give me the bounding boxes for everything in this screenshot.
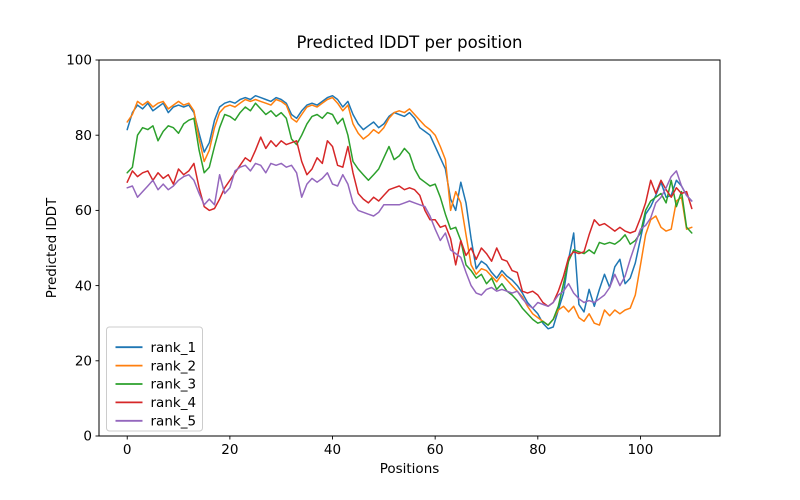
- y-tick-label: 40: [75, 278, 92, 294]
- y-tick-label: 20: [75, 354, 92, 370]
- legend-label-rank_2: rank_2: [151, 358, 197, 374]
- x-tick-label: 80: [529, 442, 546, 458]
- legend-label-rank_1: rank_1: [151, 340, 197, 356]
- legend-label-rank_4: rank_4: [151, 395, 197, 411]
- x-tick-label: 100: [628, 442, 654, 458]
- series-line-rank_2: [126, 96, 693, 326]
- legend-label-rank_5: rank_5: [151, 414, 197, 430]
- series-line-rank_1: [126, 94, 693, 330]
- y-tick-label: 60: [75, 203, 92, 219]
- chart-title: Predicted lDDT per position: [296, 33, 522, 52]
- series-line-rank_4: [126, 136, 693, 308]
- y-tick-label: 80: [75, 128, 92, 144]
- x-axis-label: Positions: [380, 461, 440, 477]
- x-tick-label: 0: [123, 442, 132, 458]
- series-line-rank_5: [126, 162, 693, 309]
- x-tick-label: 20: [221, 442, 238, 458]
- legend-box: [106, 326, 203, 432]
- series-line-rank_3: [126, 102, 693, 326]
- x-tick-label: 60: [427, 442, 444, 458]
- y-axis-label: Predicted lDDT: [44, 197, 60, 298]
- x-tick-label: 40: [324, 442, 341, 458]
- legend-label-rank_3: rank_3: [151, 377, 197, 393]
- y-tick-label: 0: [83, 429, 92, 445]
- y-tick-label: 100: [66, 53, 92, 69]
